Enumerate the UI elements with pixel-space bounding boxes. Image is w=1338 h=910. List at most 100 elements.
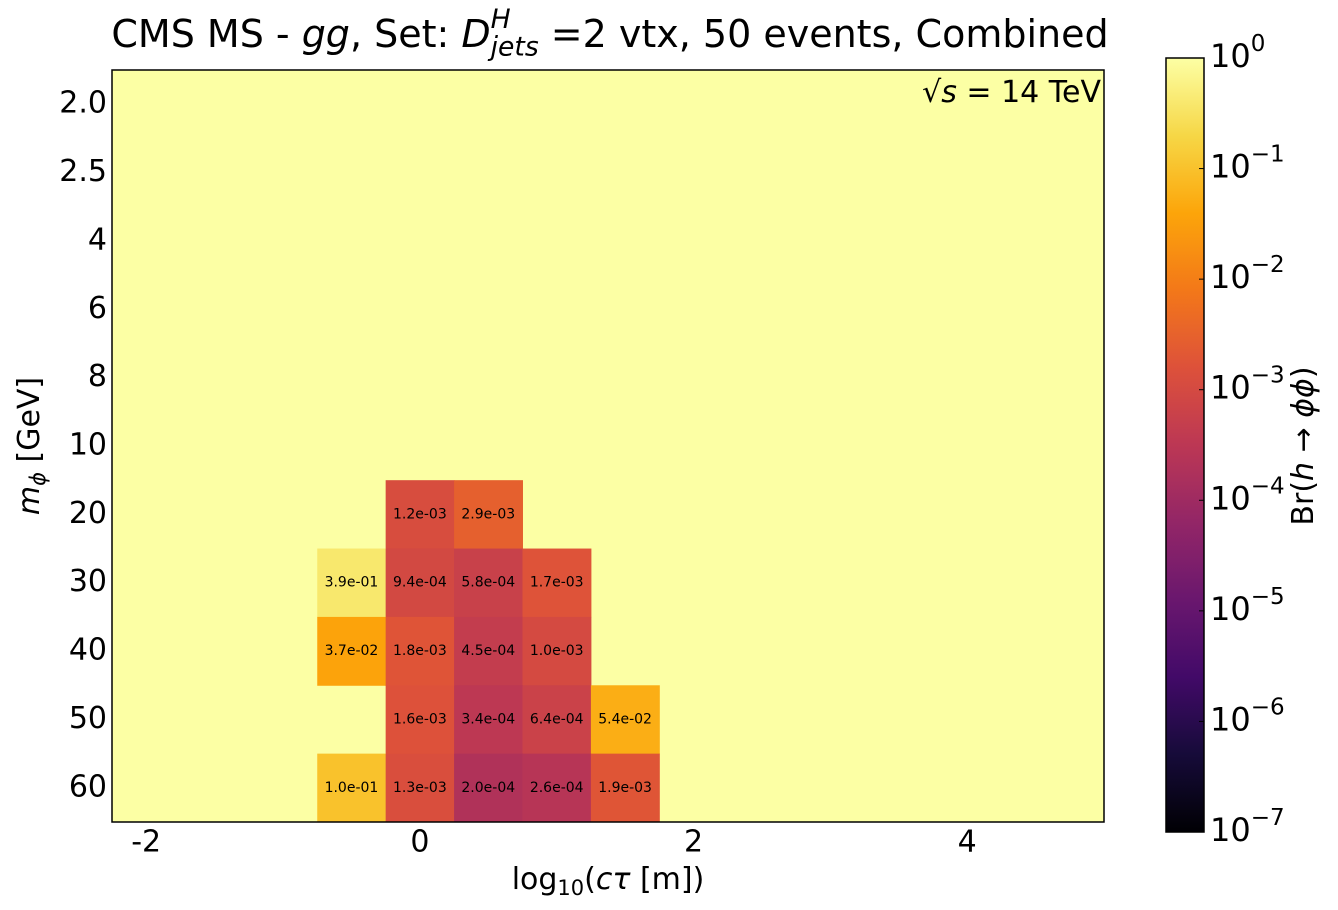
text-part: =2 vtx, 50 events, Combined [539, 12, 1109, 56]
tick-base: 10 [1210, 369, 1251, 407]
tick-base: 10 [1210, 590, 1251, 628]
x-tick-label: 0 [410, 825, 429, 860]
cell-label: 1.9e-03 [598, 780, 652, 796]
cell-label: 1.2e-03 [393, 506, 447, 522]
text-part: CMS MS - [111, 12, 301, 56]
heatmap-cell [385, 753, 455, 823]
text-part: ϕϕ [1286, 378, 1321, 418]
cell-label: 3.4e-04 [461, 711, 515, 727]
tick-exponent: −7 [1251, 805, 1285, 831]
tick-exponent: −1 [1251, 141, 1285, 167]
tick-base: 10 [1210, 37, 1251, 75]
cell-label: 4.5e-04 [461, 643, 515, 659]
rich-text: log10(cτ [m]) [512, 862, 705, 901]
text-part: Br( [1286, 481, 1321, 526]
tick-exponent: 0 [1251, 31, 1266, 57]
heatmap-cell [522, 548, 592, 618]
text-part: jets [488, 31, 539, 62]
colorbar-tick-label: 10−1 [1210, 141, 1285, 186]
text-part: √ [922, 75, 942, 110]
tick-exponent: −2 [1251, 252, 1285, 278]
text-part: [GeV] [12, 377, 47, 472]
heatmap-cell [590, 753, 660, 823]
tick-exponent: −4 [1251, 473, 1285, 499]
heatmap-cell [385, 616, 455, 686]
text-part: H [491, 4, 511, 35]
rich-text: CMS MS - gg, Set: DH jets =2 vtx, 50 even… [111, 4, 1108, 62]
colorbar [1165, 57, 1205, 833]
heatmap-cell [385, 685, 455, 755]
text-part: D [461, 12, 490, 56]
x-tick-label: 4 [958, 825, 977, 860]
rich-text: mϕ [GeV] [12, 377, 51, 515]
cell-label: 2.6e-04 [530, 780, 584, 796]
heatmap-cell [454, 548, 523, 618]
text-part: = 14 TeV [957, 75, 1102, 110]
cell-label: 1.3e-03 [393, 780, 447, 796]
y-tick-label: 60 [69, 769, 107, 804]
text-part: , Set: [350, 12, 461, 56]
x-tick-label: 2 [684, 825, 703, 860]
cell-label: 1.7e-03 [530, 575, 584, 591]
text-part: s [941, 75, 957, 110]
rich-text: Br(h → ϕϕ) [1286, 366, 1321, 525]
colorbar-tick-label: 10−2 [1210, 252, 1285, 297]
text-part: [m]) [630, 862, 704, 897]
cell-label: 1.0e-01 [325, 780, 379, 796]
y-tick-label: 30 [69, 564, 107, 599]
y-tick-label: 6 [88, 291, 107, 326]
y-tick-label: 2.5 [59, 154, 107, 189]
cell-label: 1.8e-03 [393, 643, 447, 659]
heatmap-cell [317, 548, 387, 618]
text-part: ϕ [26, 472, 50, 486]
heatmap-cell [522, 616, 592, 686]
cell-label: 3.7e-02 [325, 643, 379, 659]
heatmap-cell [454, 753, 523, 823]
text-part: ) [1286, 366, 1321, 378]
tick-exponent: −5 [1251, 583, 1285, 609]
cell-label: 5.8e-04 [461, 575, 515, 591]
colorbar-tick-label: 10−3 [1210, 362, 1285, 407]
cell-label: 1.0e-03 [530, 643, 584, 659]
heatmap-cell [522, 685, 592, 755]
tick-base: 10 [1210, 258, 1251, 296]
y-tick-label: 50 [69, 701, 107, 736]
heatmap-cell [454, 685, 523, 755]
rich-text: √s = 14 TeV [922, 75, 1101, 110]
colorbar-tick-label: 10−4 [1210, 473, 1285, 518]
cell-label: 3.9e-01 [325, 575, 379, 591]
text-part: log [512, 862, 558, 897]
colorbar-tick-label: 10−5 [1210, 583, 1285, 628]
tick-base: 10 [1210, 700, 1251, 738]
cell-label: 5.4e-02 [598, 711, 652, 727]
tick-base: 10 [1210, 148, 1251, 186]
tick-exponent: −6 [1251, 694, 1285, 720]
heatmap-cell [590, 685, 660, 755]
text-part: → [1286, 418, 1321, 462]
cell-label: 9.4e-04 [393, 575, 447, 591]
plot-frame [111, 69, 1105, 823]
colorbar-tick-label: 100 [1210, 31, 1265, 76]
text-part: 10 [557, 876, 584, 900]
y-tick-label: 4 [88, 222, 107, 257]
cell-label: 1.6e-03 [393, 711, 447, 727]
tick-base: 10 [1210, 479, 1251, 517]
text-part: ( [584, 862, 596, 897]
y-tick-label: 40 [69, 633, 107, 668]
heatmap-cell [385, 548, 455, 618]
heatmap-cell [454, 480, 523, 550]
cell-label: 2.9e-03 [461, 506, 515, 522]
text-part: gg [302, 12, 350, 56]
heatmap-cell [454, 616, 523, 686]
x-tick-label: -2 [131, 825, 161, 860]
heatmap-cell [385, 480, 455, 550]
cell-label: 2.0e-04 [461, 780, 515, 796]
text-part: h [1286, 462, 1321, 481]
y-tick-label: 8 [88, 359, 107, 394]
y-tick-label: 10 [69, 428, 107, 463]
colorbar-tick-label: 10−7 [1210, 805, 1285, 850]
tick-base: 10 [1210, 811, 1251, 849]
y-tick-label: 20 [69, 496, 107, 531]
tick-exponent: −3 [1251, 362, 1285, 388]
